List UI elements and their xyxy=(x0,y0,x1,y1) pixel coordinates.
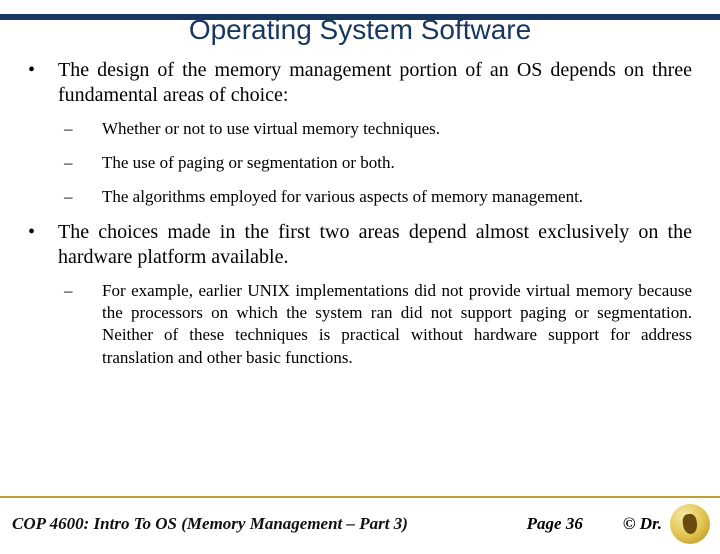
ucf-logo-icon xyxy=(670,504,710,544)
footer-copyright: © Dr. xyxy=(623,514,662,534)
bullet-text: The design of the memory management port… xyxy=(58,58,692,108)
sub-marker: – xyxy=(58,280,102,368)
bullet-marker: • xyxy=(28,58,58,108)
sub-item: – Whether or not to use virtual memory t… xyxy=(58,118,692,140)
top-rule xyxy=(0,14,720,20)
bullet-text: The choices made in the first two areas … xyxy=(58,220,692,270)
sub-marker: – xyxy=(58,152,102,174)
bullet-item: • The choices made in the first two area… xyxy=(28,220,692,270)
sub-marker: – xyxy=(58,186,102,208)
bullet-item: • The design of the memory management po… xyxy=(28,58,692,108)
sub-text: The algorithms employed for various aspe… xyxy=(102,186,692,208)
sub-item: – The use of paging or segmentation or b… xyxy=(58,152,692,174)
sub-text: Whether or not to use virtual memory tec… xyxy=(102,118,692,140)
footer: COP 4600: Intro To OS (Memory Management… xyxy=(0,496,720,554)
slide-content: • The design of the memory management po… xyxy=(0,58,720,369)
bullet-marker: • xyxy=(28,220,58,270)
sub-marker: – xyxy=(58,118,102,140)
sub-item: – For example, earlier UNIX implementati… xyxy=(58,280,692,368)
sub-group: – For example, earlier UNIX implementati… xyxy=(58,280,692,368)
sub-text: The use of paging or segmentation or bot… xyxy=(102,152,692,174)
sub-text: For example, earlier UNIX implementation… xyxy=(102,280,692,368)
sub-item: – The algorithms employed for various as… xyxy=(58,186,692,208)
footer-course: COP 4600: Intro To OS (Memory Management… xyxy=(12,514,527,534)
footer-page: Page 36 xyxy=(527,514,583,534)
sub-group: – Whether or not to use virtual memory t… xyxy=(58,118,692,208)
